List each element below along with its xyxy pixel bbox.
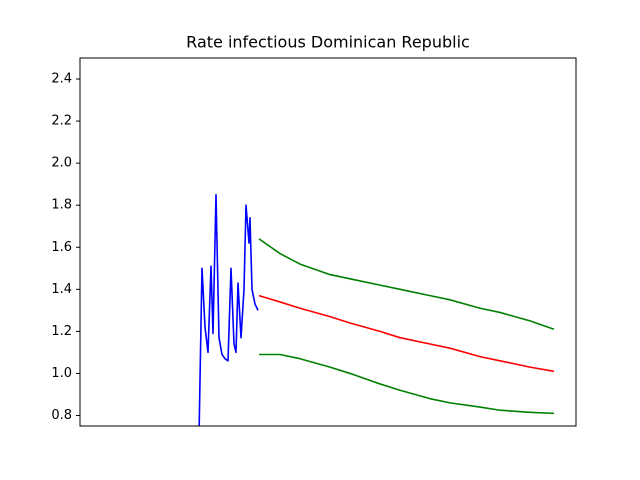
plot-lines <box>198 193 555 426</box>
plot-frame <box>79 57 577 427</box>
y-tick-label: 1.4 <box>51 282 72 297</box>
series-line <box>258 238 555 331</box>
y-tick-label: 1.0 <box>51 366 72 381</box>
y-tick-label: 2.4 <box>51 72 72 87</box>
y-tick-label: 1.8 <box>51 198 72 213</box>
series-line <box>259 353 555 415</box>
y-tick-label: 0.8 <box>51 408 72 423</box>
y-tick-label: 2.2 <box>51 114 72 129</box>
series-line <box>198 193 259 426</box>
y-tick-label: 2.0 <box>51 156 72 171</box>
series-line <box>258 294 555 373</box>
chart-title: Rate infectious Dominican Republic <box>186 33 470 52</box>
y-tick-label: 1.6 <box>51 240 72 255</box>
y-tick-label: 1.2 <box>51 324 72 339</box>
